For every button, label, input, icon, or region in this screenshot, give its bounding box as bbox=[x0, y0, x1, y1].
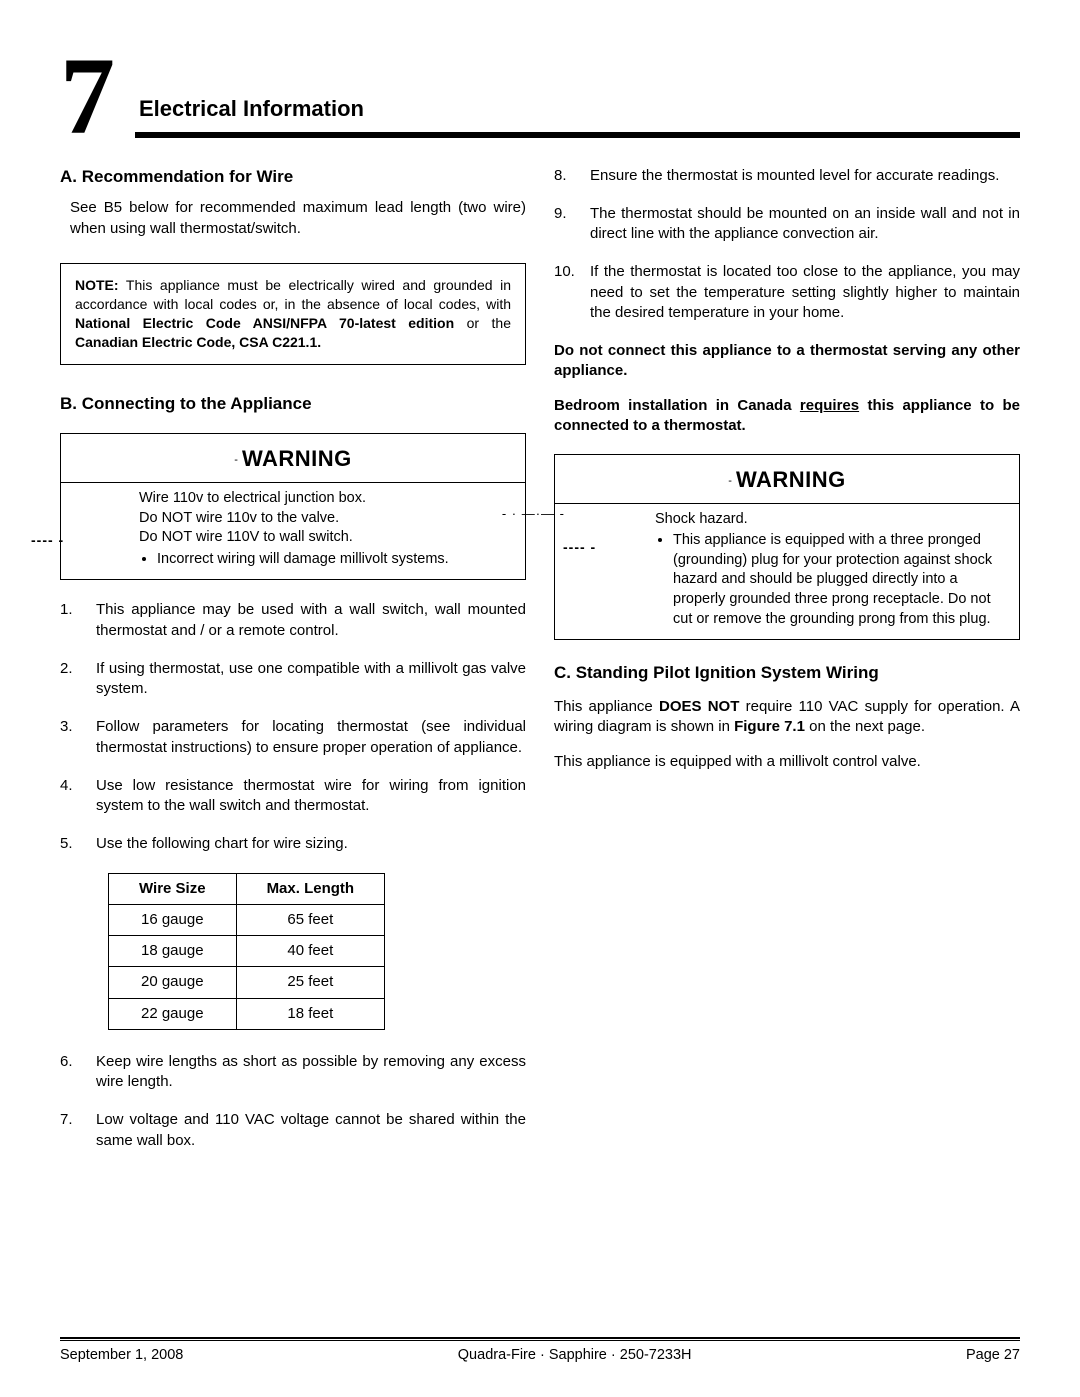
section-b-heading: B. Connecting to the Appliance bbox=[60, 393, 526, 416]
warning-1-title: - WARNING bbox=[61, 434, 525, 483]
list-item: Use low resistance thermostat wire for w… bbox=[96, 776, 526, 817]
warning-2-title-text: WARNING bbox=[736, 467, 846, 492]
chapter-number: 7 bbox=[60, 50, 115, 144]
warning-2-line-1: Shock hazard. bbox=[655, 510, 1005, 530]
footer-date: September 1, 2008 bbox=[60, 1347, 183, 1363]
list-num: 1. bbox=[60, 600, 96, 641]
list-num: 7. bbox=[60, 1110, 96, 1151]
warning-1-line-3: Do NOT wire 110V to wall switch. bbox=[139, 528, 497, 548]
note-bold-1: National Electric Code ANSI/NFPA 70-late… bbox=[75, 315, 454, 331]
c-p1-d: Figure 7.1 bbox=[734, 718, 805, 735]
title-rule bbox=[135, 132, 1020, 138]
right-column: 8.Ensure the thermostat is mounted level… bbox=[554, 166, 1020, 1169]
table-cell: 18 gauge bbox=[109, 936, 237, 967]
list-num: 6. bbox=[60, 1052, 96, 1093]
instruction-list-left: 1.This appliance may be used with a wall… bbox=[60, 600, 526, 854]
note-label: NOTE: bbox=[75, 277, 119, 293]
note-bold-2: Canadian Electric Code, CSA C221.1. bbox=[75, 334, 321, 350]
list-item: Follow parameters for locating thermosta… bbox=[96, 717, 526, 758]
table-header: Wire Size bbox=[109, 873, 237, 904]
two-column-layout: A. Recommendation for Wire See B5 below … bbox=[60, 166, 1020, 1169]
warning-2-body: ---- - Shock hazard. This appliance is e… bbox=[555, 504, 1019, 639]
table-header: Max. Length bbox=[236, 873, 385, 904]
warning-1-title-text: WARNING bbox=[242, 446, 352, 471]
footer-product: Quadra-Fire · Sapphire · 250-7233H bbox=[458, 1347, 692, 1363]
chapter-header: 7 Electrical Information bbox=[60, 50, 1020, 144]
c-p1-a: This appliance bbox=[554, 698, 659, 715]
table-cell: 20 gauge bbox=[109, 967, 237, 998]
table-cell: 16 gauge bbox=[109, 904, 237, 935]
instruction-list-right: 8.Ensure the thermostat is mounted level… bbox=[554, 166, 1020, 324]
section-a-body: See B5 below for recommended maximum lea… bbox=[70, 198, 526, 239]
warning-1-bullet: Incorrect wiring will damage millivolt s… bbox=[157, 550, 497, 570]
table-cell: 18 feet bbox=[236, 998, 385, 1029]
list-num: 3. bbox=[60, 717, 96, 758]
bold-2-a: Bedroom installation in Canada bbox=[554, 397, 800, 414]
instruction-list-left-2: 6.Keep wire lengths as short as possible… bbox=[60, 1052, 526, 1151]
warning-2-bullet: This appliance is equipped with a three … bbox=[673, 531, 1005, 629]
list-num: 10. bbox=[554, 262, 590, 323]
footer-rule-bottom bbox=[60, 1340, 1020, 1341]
list-item: This appliance may be used with a wall s… bbox=[96, 600, 526, 641]
footer-row: September 1, 2008 Quadra-Fire · Sapphire… bbox=[60, 1347, 1020, 1363]
list-num: 5. bbox=[60, 834, 96, 854]
list-num: 4. bbox=[60, 776, 96, 817]
dash-left-decoration: ---- - bbox=[31, 531, 64, 550]
list-item: Low voltage and 110 VAC voltage cannot b… bbox=[96, 1110, 526, 1151]
chapter-title-block: Electrical Information bbox=[135, 96, 1020, 144]
chapter-title: Electrical Information bbox=[139, 96, 1020, 122]
bold-2-underline: requires bbox=[800, 397, 859, 414]
list-num: 8. bbox=[554, 166, 590, 186]
table-cell: 65 feet bbox=[236, 904, 385, 935]
list-num: 2. bbox=[60, 659, 96, 700]
note-text-1: This appliance must be electrically wire… bbox=[75, 277, 511, 312]
dash-left-decoration: ---- - bbox=[563, 538, 596, 557]
c-p1-b: DOES NOT bbox=[659, 698, 739, 715]
footer-page: Page 27 bbox=[966, 1347, 1020, 1363]
wire-size-table: Wire Size Max. Length 16 gauge65 feet 18… bbox=[108, 873, 385, 1030]
warning-box-2: - WARNING ---- - Shock hazard. This appl… bbox=[554, 454, 1020, 640]
table-cell: 22 gauge bbox=[109, 998, 237, 1029]
warning-box-1: - WARNING ---- - - · —·— - Wire 110v to … bbox=[60, 433, 526, 580]
warning-1-line-2: Do NOT wire 110v to the valve. bbox=[139, 509, 497, 529]
list-item: The thermostat should be mounted on an i… bbox=[590, 204, 1020, 245]
section-c-heading: C. Standing Pilot Ignition System Wiring bbox=[554, 662, 1020, 685]
list-num: 9. bbox=[554, 204, 590, 245]
note-box: NOTE: This appliance must be electricall… bbox=[60, 263, 526, 365]
section-c-p1: This appliance DOES NOT require 110 VAC … bbox=[554, 697, 1020, 738]
c-p1-e: on the next page. bbox=[805, 718, 925, 735]
section-a-heading: A. Recommendation for Wire bbox=[60, 166, 526, 189]
table-cell: 25 feet bbox=[236, 967, 385, 998]
footer-rule-top bbox=[60, 1337, 1020, 1339]
list-item: If the thermostat is located too close t… bbox=[590, 262, 1020, 323]
list-item: Ensure the thermostat is mounted level f… bbox=[590, 166, 1020, 186]
bold-warning-1: Do not connect this appliance to a therm… bbox=[554, 341, 1020, 382]
bold-warning-2: Bedroom installation in Canada requires … bbox=[554, 396, 1020, 437]
page-footer: September 1, 2008 Quadra-Fire · Sapphire… bbox=[60, 1337, 1020, 1363]
table-cell: 40 feet bbox=[236, 936, 385, 967]
left-column: A. Recommendation for Wire See B5 below … bbox=[60, 166, 526, 1169]
note-text-2: or the bbox=[467, 315, 511, 331]
warning-1-line-1: Wire 110v to electrical junction box. bbox=[139, 489, 497, 509]
warning-2-title: - WARNING bbox=[555, 455, 1019, 504]
section-c-p2: This appliance is equipped with a milliv… bbox=[554, 752, 1020, 772]
list-item: Keep wire lengths as short as possible b… bbox=[96, 1052, 526, 1093]
list-item: Use the following chart for wire sizing. bbox=[96, 834, 526, 854]
list-item: If using thermostat, use one compatible … bbox=[96, 659, 526, 700]
warning-1-body: ---- - - · —·— - Wire 110v to electrical… bbox=[61, 483, 525, 579]
